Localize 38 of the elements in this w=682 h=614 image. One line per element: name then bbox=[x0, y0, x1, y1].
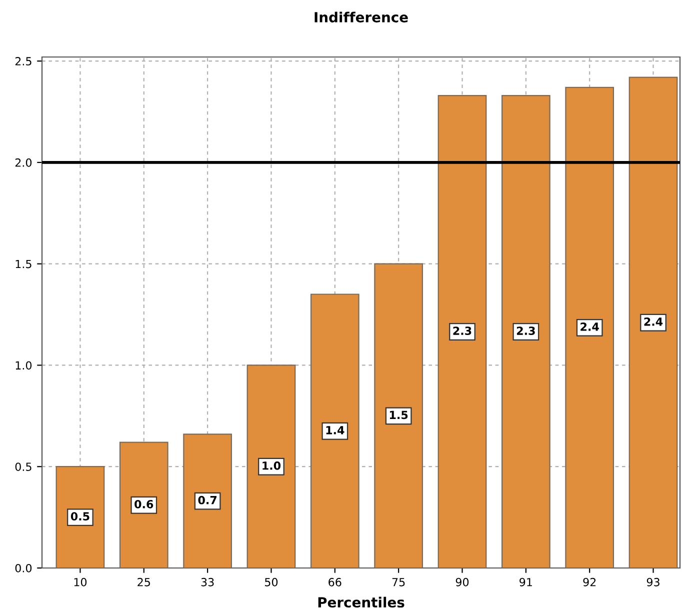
x-tick-label: 90 bbox=[456, 578, 469, 586]
x-tick-label: 50 bbox=[265, 578, 278, 586]
y-tick-label: 0.5 bbox=[15, 462, 32, 471]
x-tick-label: 25 bbox=[138, 578, 150, 586]
data-label: 2.4 bbox=[580, 322, 599, 331]
y-tick-label: 0.0 bbox=[15, 564, 32, 572]
data-label: 1.4 bbox=[326, 426, 344, 434]
y-tick-label: 1.5 bbox=[16, 260, 32, 268]
x-tick-label: 33 bbox=[201, 578, 214, 586]
bar bbox=[628, 76, 678, 568]
bar bbox=[183, 434, 232, 568]
y-tick-label: 1.0 bbox=[16, 361, 32, 370]
data-label: 1.5 bbox=[390, 410, 408, 420]
x-tick-label: 91 bbox=[520, 578, 532, 586]
x-tick-label: 66 bbox=[328, 578, 342, 586]
data-label: 2.3 bbox=[516, 326, 535, 335]
chart-title: Indifference bbox=[314, 12, 408, 22]
data-label: 2.4 bbox=[644, 317, 663, 326]
bar bbox=[374, 263, 423, 568]
bar bbox=[310, 294, 360, 568]
data-label: 1.0 bbox=[262, 461, 281, 470]
bar bbox=[246, 364, 296, 568]
data-label: 0.6 bbox=[134, 500, 154, 508]
x-tick-label: 10 bbox=[74, 578, 87, 586]
x-tick-label: 92 bbox=[583, 578, 596, 586]
x-axis-title: Percentiles bbox=[318, 596, 404, 608]
bar bbox=[119, 442, 168, 568]
bar bbox=[438, 94, 487, 568]
x-tick-label: 93 bbox=[646, 578, 660, 586]
data-label: 0.7 bbox=[198, 496, 217, 504]
bar bbox=[56, 466, 105, 568]
bar bbox=[501, 94, 550, 568]
data-label: 2.3 bbox=[453, 326, 472, 335]
bar bbox=[565, 86, 614, 568]
y-tick-label: 2.0 bbox=[15, 158, 32, 167]
data-label: 0.5 bbox=[70, 512, 90, 521]
y-tick-label: 2.5 bbox=[15, 57, 32, 66]
x-tick-label: 75 bbox=[392, 578, 405, 586]
